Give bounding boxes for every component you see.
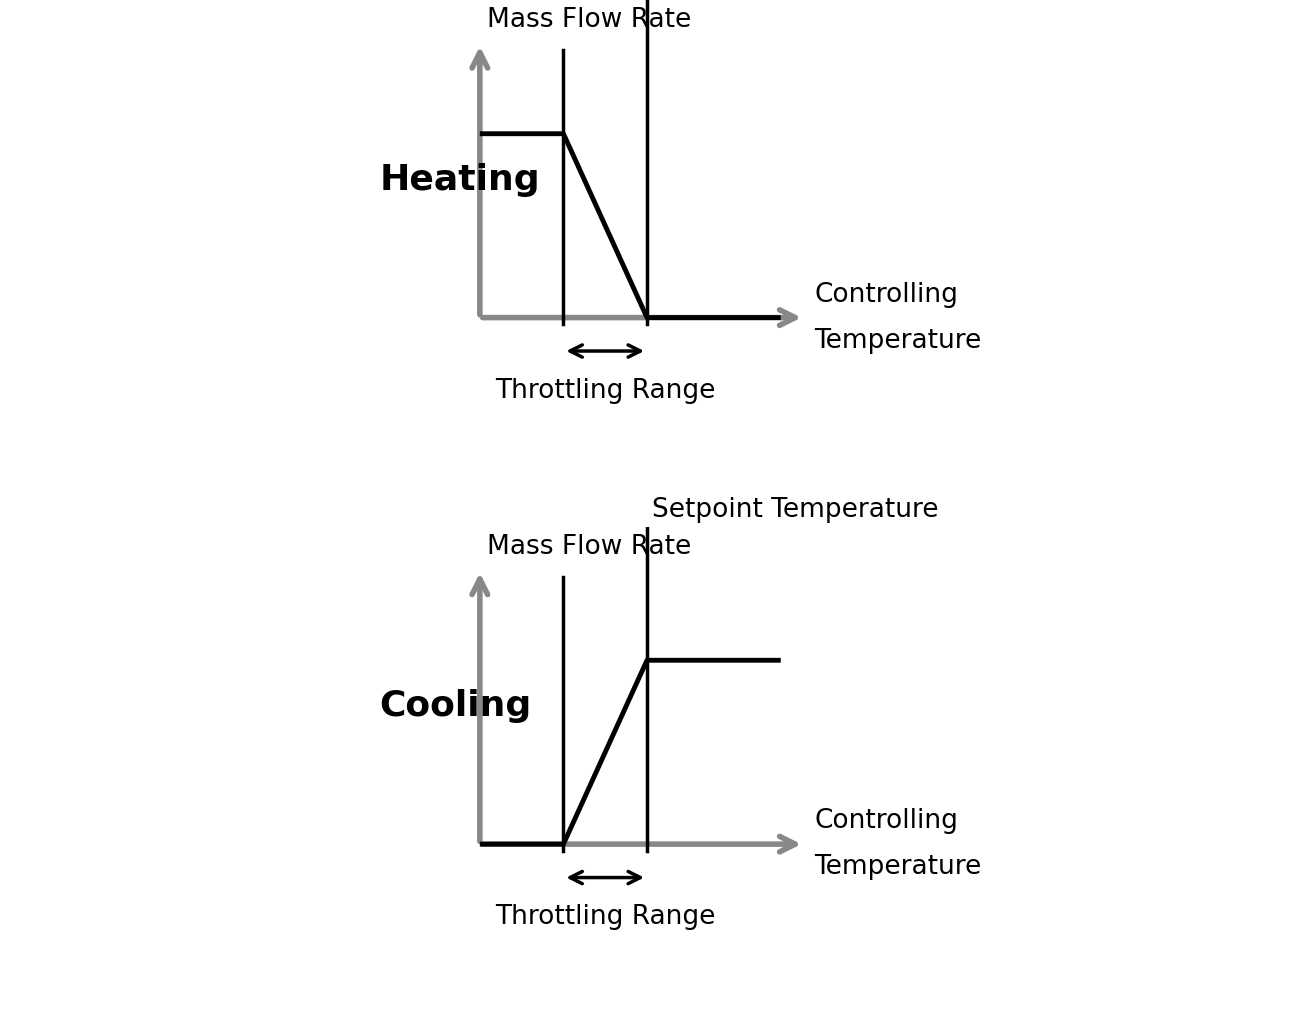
Text: Mass Flow Rate: Mass Flow Rate <box>487 7 691 34</box>
Text: Controlling: Controlling <box>814 808 958 834</box>
Text: Controlling: Controlling <box>814 282 958 307</box>
Text: Throttling Range: Throttling Range <box>496 377 716 404</box>
Text: Setpoint Temperature: Setpoint Temperature <box>652 497 938 523</box>
Text: Temperature: Temperature <box>814 328 981 354</box>
Text: Heating: Heating <box>379 162 540 196</box>
Text: Mass Flow Rate: Mass Flow Rate <box>487 534 691 560</box>
Text: Temperature: Temperature <box>814 854 981 880</box>
Text: Cooling: Cooling <box>379 689 532 724</box>
Text: Throttling Range: Throttling Range <box>496 905 716 930</box>
